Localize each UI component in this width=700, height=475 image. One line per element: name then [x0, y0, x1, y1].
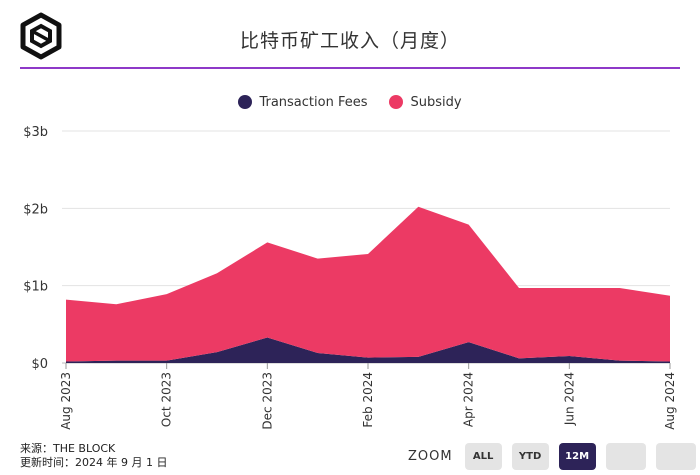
- area-series-transaction-fees: [66, 337, 670, 363]
- zoom-controls: ZOOM ALL YTD 12M: [408, 443, 700, 470]
- legend: Transaction Fees Subsidy: [0, 92, 700, 112]
- area-series-subsidy: [66, 206, 670, 362]
- header: 比特币矿工收入（月度）: [0, 0, 700, 70]
- zoom-extra-button[interactable]: [605, 443, 646, 470]
- x-tick-label: Feb 2024: [361, 372, 375, 428]
- zoom-extra-button[interactable]: [655, 443, 696, 470]
- chart-title: 比特币矿工收入（月度）: [239, 30, 460, 52]
- legend-item-transaction-fees[interactable]: Transaction Fees: [238, 92, 367, 112]
- zoom-all-button[interactable]: ALL: [464, 443, 502, 470]
- zoom-12m-button[interactable]: 12M: [558, 443, 596, 470]
- y-tick-label: $0: [31, 357, 48, 372]
- legend-dot-icon: [389, 95, 404, 109]
- y-tick-label: $2b: [23, 202, 48, 217]
- legend-dot-icon: [238, 95, 253, 109]
- header-divider: [20, 67, 680, 69]
- x-tick-label: Aug 2023: [59, 372, 73, 430]
- x-tick-label: Aug 2024: [663, 372, 677, 430]
- footer: 来源：THE BLOCK 更新时间：2024 年 9 月 1 日: [20, 442, 167, 470]
- updated-text: 更新时间：2024 年 9 月 1 日: [20, 456, 168, 469]
- zoom-ytd-button[interactable]: YTD: [511, 443, 549, 470]
- legend-label: Subsidy: [410, 94, 462, 110]
- legend-label: Transaction Fees: [259, 94, 368, 110]
- y-tick-label: $3b: [23, 125, 48, 140]
- x-tick-label: Jun 2024: [562, 372, 576, 426]
- legend-item-subsidy[interactable]: Subsidy: [389, 92, 462, 112]
- y-tick-label: $1b: [23, 280, 48, 295]
- area-chart: $0 $1b $2b $3b Aug 2023 Oct 2023 Dec 2023 Feb 2…: [23, 125, 677, 430]
- source-text: 来源：THE BLOCK: [20, 442, 116, 455]
- zoom-label: ZOOM: [408, 449, 453, 464]
- x-tick-label: Apr 2024: [462, 372, 476, 427]
- x-tick-label: Dec 2023: [260, 372, 274, 430]
- the-block-logo-icon: [19, 12, 63, 60]
- x-tick-label: Oct 2023: [160, 372, 174, 427]
